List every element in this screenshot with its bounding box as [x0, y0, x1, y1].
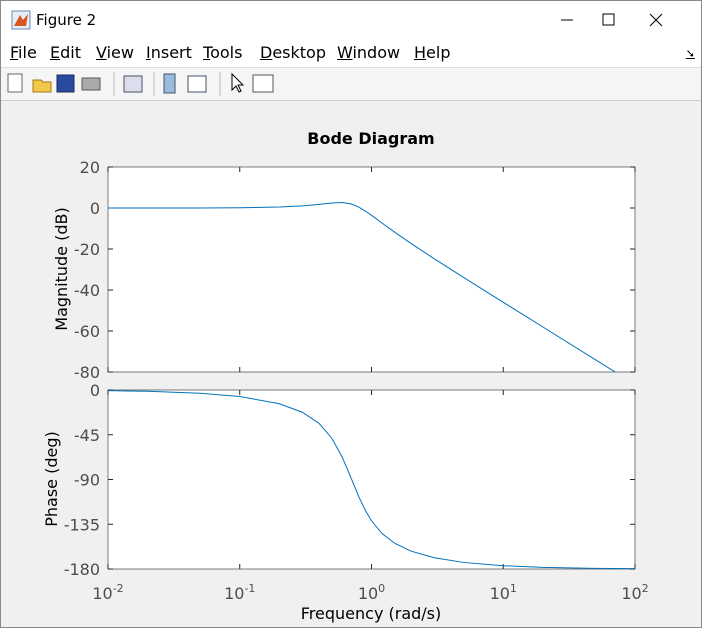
x-tick-label: 10-2 [92, 582, 123, 603]
x-tick-base: 10 [490, 584, 510, 603]
x-tick-exponent: 0 [378, 582, 385, 595]
plot-area [107, 389, 636, 570]
y-tick-label: 20 [80, 158, 100, 177]
app-icon [11, 10, 31, 30]
y-axis-label: Phase (deg) [42, 431, 61, 527]
pointer-icon[interactable] [231, 72, 245, 93]
save-icon[interactable] [56, 74, 75, 93]
y-tick-label: -20 [74, 240, 100, 259]
y-tick-label: -60 [74, 322, 100, 341]
new-icon[interactable] [7, 73, 23, 93]
toolbar [1, 67, 701, 101]
menu-item[interactable]: Tools [203, 43, 243, 62]
x-axis-label: Frequency (rad/s) [301, 604, 442, 623]
y-tick-label: 0 [90, 381, 100, 400]
menu-item[interactable]: Desktop [260, 43, 326, 62]
x-tick-exponent: 1 [510, 582, 517, 595]
y-tick-label: -90 [74, 471, 100, 490]
title-bar: Figure 2 [1, 1, 701, 39]
toolbar-icons [7, 72, 274, 96]
x-tick-exponent: 2 [642, 582, 649, 595]
line [108, 202, 617, 372]
y-tick-label: -180 [64, 560, 100, 579]
x-tick-base: 10 [92, 584, 112, 603]
chart-title: Bode Diagram [307, 129, 434, 148]
chart: Bode Diagram Magnitude (dB) Phase (deg) … [42, 129, 649, 623]
y-tick-label: -40 [74, 281, 100, 300]
x-tick-exponent: -2 [113, 582, 124, 595]
y-tick-label: -45 [74, 426, 100, 445]
x-tick-exponent: -1 [244, 582, 255, 595]
dock-arrow[interactable]: ➘ [685, 47, 695, 60]
x-tick-label: 101 [490, 582, 517, 603]
menu-item[interactable]: Insert [146, 43, 192, 62]
property-icon[interactable] [252, 74, 274, 93]
print-icon[interactable] [81, 77, 101, 91]
close[interactable] [649, 13, 663, 27]
menu-item[interactable]: Edit [50, 43, 81, 62]
menu-item[interactable]: Window [337, 43, 401, 62]
y-tick-label: -135 [64, 515, 100, 534]
x-tick-base: 10 [621, 584, 641, 603]
menu-item[interactable]: View [96, 43, 134, 62]
x-tick-label: 10-1 [224, 582, 255, 603]
link-icon[interactable] [123, 75, 143, 93]
x-tick-label: 102 [621, 582, 648, 603]
window-title: Figure 2 [36, 11, 97, 29]
window-controls[interactable] [541, 1, 701, 39]
y-tick-label: 0 [90, 199, 100, 218]
legend-icon[interactable] [187, 75, 207, 93]
colorbar-icon[interactable] [163, 73, 176, 94]
plot-area [107, 166, 636, 373]
x-tick-base: 10 [224, 584, 244, 603]
y-axis-label: Magnitude (dB) [52, 207, 71, 330]
menu-item[interactable]: File [10, 43, 37, 62]
y-tick-label: -80 [74, 363, 100, 382]
x-tick-label: 100 [358, 582, 385, 603]
maximize[interactable] [602, 13, 615, 26]
menu-item[interactable]: Help [414, 43, 451, 62]
line [108, 390, 635, 569]
menu-bar: File Edit View Insert Tools Desktop Wind… [1, 39, 701, 67]
open-icon[interactable] [32, 79, 52, 93]
x-tick-base: 10 [358, 584, 378, 603]
